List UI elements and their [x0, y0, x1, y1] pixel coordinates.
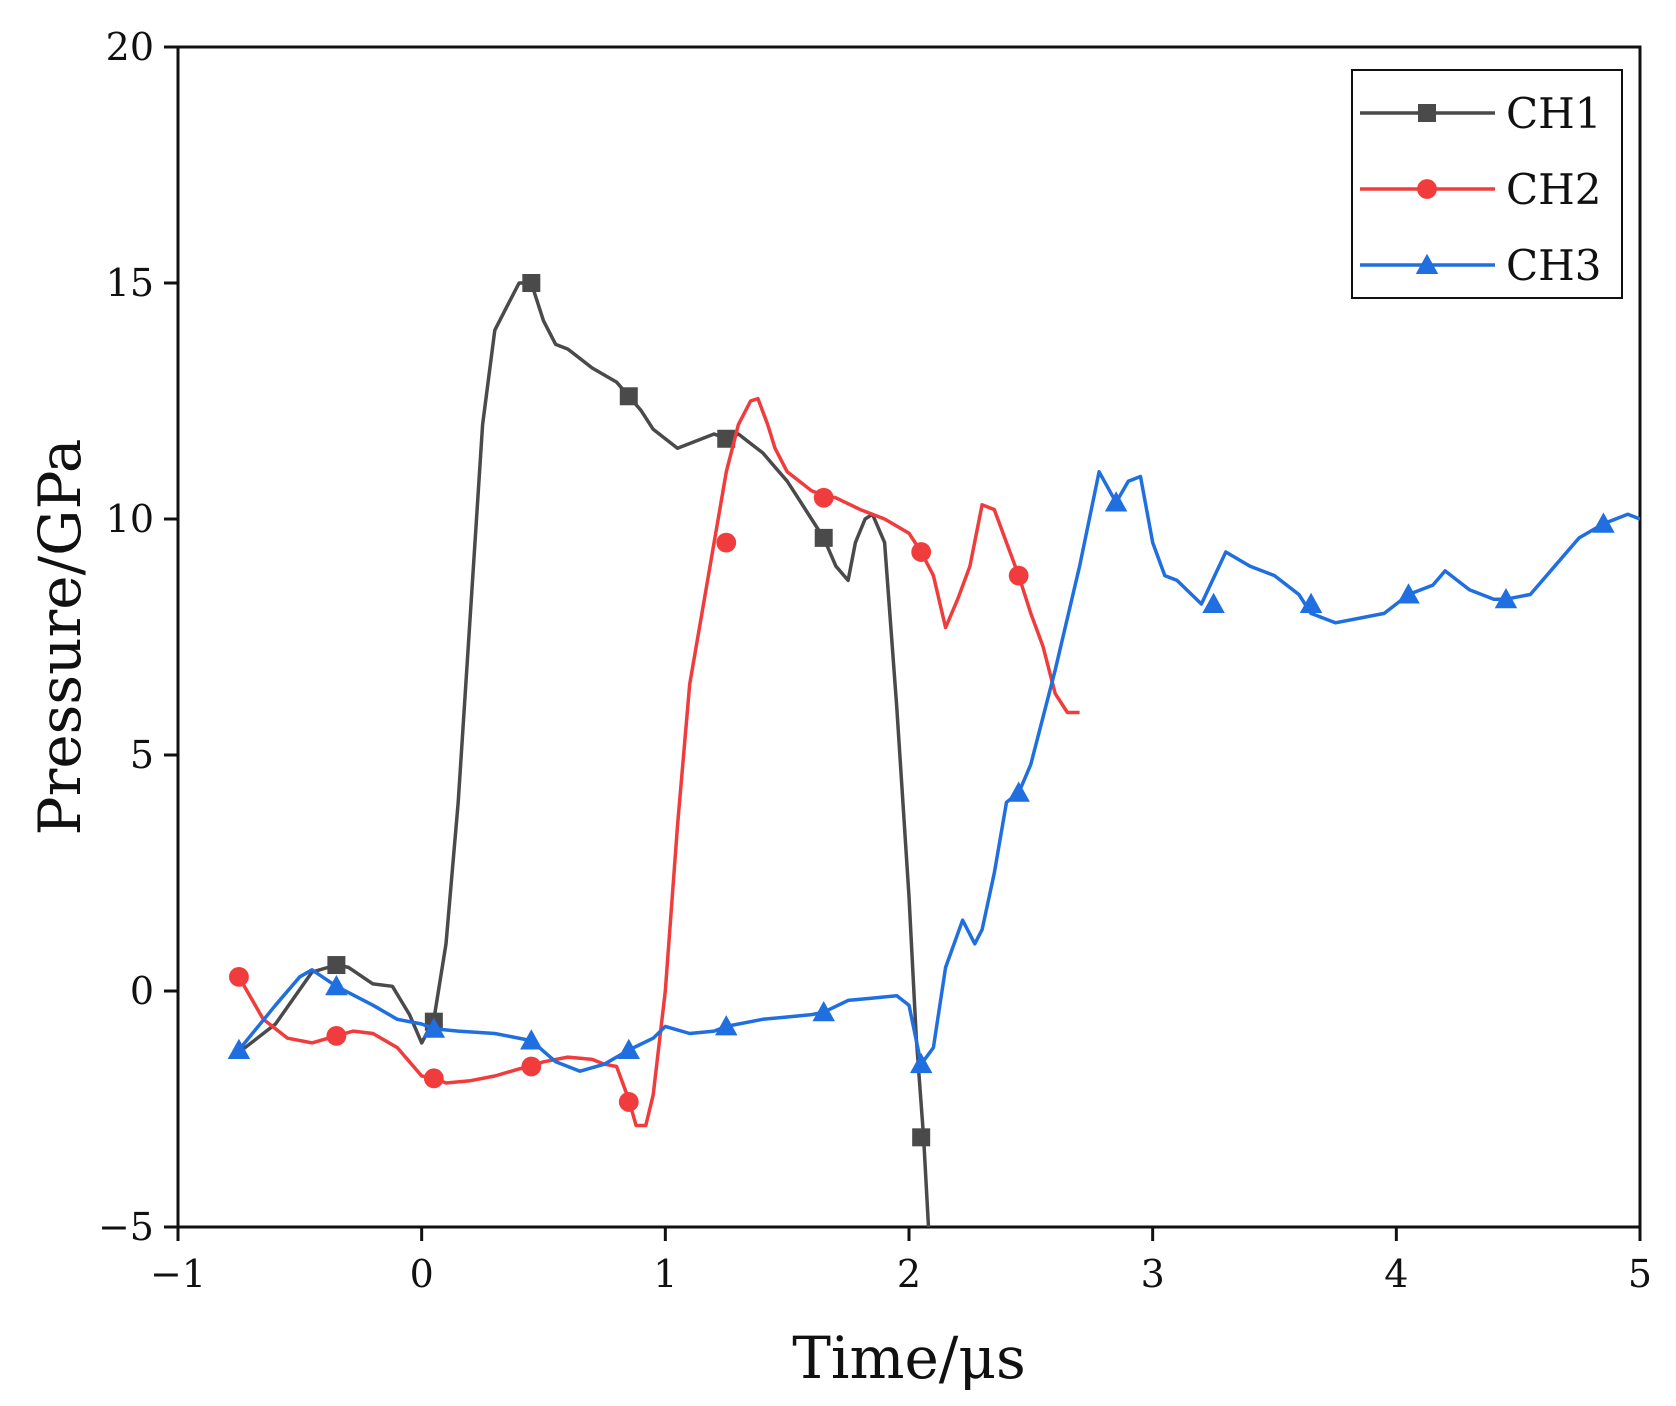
x-tick-label: 4	[1384, 1252, 1408, 1296]
data-point-ch1	[912, 1128, 931, 1147]
legend: CH1 CH2 CH3	[1351, 69, 1623, 299]
x-tick-label: 0	[410, 1252, 434, 1296]
series-line-ch1	[237, 281, 931, 1227]
x-axis-title: Time/μs	[792, 1324, 1026, 1392]
x-tick-label: 5	[1628, 1252, 1652, 1296]
data-point-ch2	[1008, 565, 1029, 586]
series-layer	[227, 274, 1640, 1227]
data-point-ch1	[717, 429, 736, 448]
series-line-ch2	[237, 396, 1080, 1128]
data-point-ch3	[325, 975, 348, 996]
data-point-ch3	[1299, 592, 1323, 613]
data-point-ch1	[522, 274, 541, 292]
y-axis-title: Pressure/GPa	[26, 439, 94, 836]
data-point-ch3	[1397, 583, 1420, 604]
legend-label-ch2: CH2	[1506, 165, 1601, 214]
data-point-ch2	[716, 532, 737, 553]
data-point-ch3	[812, 1000, 835, 1022]
y-tick-label: 20	[106, 25, 154, 69]
data-point-ch3	[909, 1052, 933, 1074]
x-tick-label: 2	[897, 1252, 921, 1296]
legend-label-ch1: CH1	[1506, 89, 1601, 138]
data-point-ch3	[422, 1017, 446, 1038]
legend-marker-ch1	[1418, 104, 1436, 122]
y-tick-label: 0	[130, 969, 154, 1013]
data-point-ch3	[1592, 512, 1615, 533]
data-point-ch1	[619, 387, 638, 406]
data-point-ch2	[229, 966, 249, 987]
data-point-ch3	[1202, 592, 1225, 613]
series-ch3	[227, 470, 1640, 1074]
data-point-ch3	[617, 1038, 641, 1059]
data-point-ch2	[911, 542, 932, 562]
legend-box	[1351, 69, 1623, 299]
data-point-ch3	[1494, 587, 1518, 609]
y-tick-label: 5	[130, 733, 154, 777]
data-point-ch3	[1104, 491, 1128, 512]
series-line-ch3	[237, 470, 1640, 1073]
data-point-ch3	[1007, 781, 1030, 802]
series-ch1	[237, 274, 931, 1227]
data-point-ch2	[618, 1092, 639, 1112]
data-point-ch3	[520, 1029, 543, 1050]
data-point-ch2	[521, 1056, 542, 1077]
y-tick-label: −5	[98, 1205, 154, 1249]
y-tick-label: 15	[106, 261, 154, 305]
data-point-ch1	[327, 956, 346, 975]
legend-marker-ch2	[1417, 179, 1437, 199]
data-point-ch3	[715, 1015, 738, 1036]
x-tick-label: 1	[653, 1252, 677, 1296]
axis-ticks: −1 0 1 2 3 4 5 −5 0 5 10 15 20	[98, 25, 1652, 1296]
data-point-ch2	[813, 487, 834, 508]
legend-marker-ch3	[1415, 253, 1439, 274]
data-point-ch2	[326, 1025, 347, 1046]
series-ch2	[229, 396, 1080, 1128]
legend-label-ch3: CH3	[1506, 241, 1601, 290]
x-tick-label: 3	[1141, 1252, 1165, 1296]
x-tick-label: −1	[150, 1252, 206, 1296]
data-point-ch3	[227, 1038, 251, 1059]
data-point-ch2	[423, 1068, 444, 1089]
y-tick-label: 10	[106, 497, 154, 541]
data-point-ch1	[814, 528, 833, 547]
